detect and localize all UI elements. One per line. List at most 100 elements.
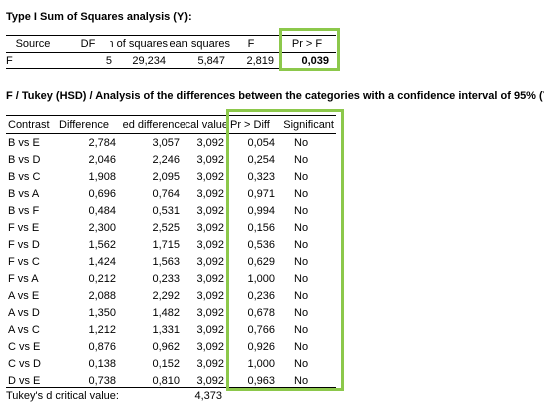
tukey-cell-contrast: F vs A	[8, 273, 39, 285]
tukey-cell-prdiff: 0,678	[247, 307, 275, 319]
tukey-cell-std-diff: 1,563	[152, 256, 180, 268]
tukey-cell-difference: 1,424	[88, 256, 116, 268]
tukey-pvalue-highlight	[226, 109, 344, 391]
tukey-cell-std-diff: 0,764	[152, 188, 180, 200]
tukey-cell-std-diff: 2,095	[152, 171, 180, 183]
tukey-cell-prdiff: 0,629	[247, 256, 275, 268]
tukey-cell-difference: 1,908	[88, 171, 116, 183]
anova-row-ss: 29,234	[132, 55, 166, 67]
tukey-cell-std-diff: 2,525	[152, 222, 180, 234]
tukey-cell-contrast: F vs E	[8, 222, 40, 234]
tukey-header-rule	[6, 133, 336, 134]
tukey-cell-difference: 2,784	[88, 137, 116, 149]
anova-pvalue-highlight	[279, 28, 340, 71]
tukey-cell-significant: No	[294, 358, 309, 370]
tukey-cell-contrast: A vs C	[8, 324, 40, 336]
tukey-cell-prdiff: 0,054	[247, 137, 275, 149]
anova-header-ms: Mean squares	[170, 38, 230, 50]
tukey-header-difference: Difference	[59, 119, 109, 131]
tukey-cell-difference: 2,088	[88, 290, 116, 302]
tukey-cell-contrast: F vs D	[8, 239, 40, 251]
tukey-cell-significant: No	[294, 137, 309, 149]
tukey-bottom-rule	[6, 387, 336, 388]
tukey-cell-contrast: B vs C	[8, 171, 41, 183]
anova-row-prf: 0,039	[301, 55, 329, 67]
tukey-header-critical: Critical value	[186, 119, 228, 131]
tukey-cell-difference: 1,350	[88, 307, 116, 319]
tukey-cell-significant: No	[294, 222, 309, 234]
tukey-cell-significant: No	[294, 341, 309, 353]
anova-header-rule	[6, 52, 336, 53]
tukey-cell-prdiff: 0,254	[247, 154, 275, 166]
tukey-header-significant: Significant	[283, 119, 334, 131]
tukey-cell-critical: 3,092	[196, 324, 224, 336]
tukey-cell-difference: 0,696	[88, 188, 116, 200]
tukey-cell-contrast: B vs A	[8, 188, 40, 200]
tukey-cell-critical: 3,092	[196, 205, 224, 217]
anova-row-f: 2,819	[246, 55, 274, 67]
tukey-cell-significant: No	[294, 239, 309, 251]
tukey-cell-contrast: F vs C	[8, 256, 40, 268]
tukey-cell-contrast: B vs D	[8, 154, 41, 166]
tukey-cell-difference: 0,484	[88, 205, 116, 217]
anova-title: Type I Sum of Squares analysis (Y):	[6, 11, 192, 23]
tukey-cell-std-diff: 2,292	[152, 290, 180, 302]
tukey-cell-std-diff: 1,715	[152, 239, 180, 251]
tukey-cell-difference: 0,212	[88, 273, 116, 285]
anova-header-source: Source	[15, 38, 51, 50]
tukey-cell-prdiff: 0,926	[247, 341, 275, 353]
tukey-cell-prdiff: 0,963	[247, 375, 275, 387]
tukey-cell-critical: 3,092	[196, 307, 224, 319]
tukey-cell-critical: 3,092	[196, 171, 224, 183]
tukey-cell-difference: 2,300	[88, 222, 116, 234]
tukey-cell-critical: 3,092	[196, 239, 224, 251]
tukey-cell-significant: No	[294, 205, 309, 217]
tukey-cell-difference: 1,212	[88, 324, 116, 336]
tukey-cell-prdiff: 0,766	[247, 324, 275, 336]
tukey-cell-std-diff: 0,531	[152, 205, 180, 217]
tukey-cell-prdiff: 1,000	[247, 358, 275, 370]
tukey-cell-std-diff: 1,331	[152, 324, 180, 336]
anova-row-ms: 5,847	[197, 55, 225, 67]
tukey-top-rule	[6, 115, 336, 116]
tukey-cell-std-diff: 1,482	[152, 307, 180, 319]
tukey-cell-contrast: C vs E	[8, 341, 41, 353]
anova-header-f: F	[247, 38, 255, 50]
tukey-header-contrast: Contrast	[8, 119, 50, 131]
tukey-cell-critical: 3,092	[196, 256, 224, 268]
tukey-cell-std-diff: 2,246	[152, 154, 180, 166]
tukey-cell-prdiff: 0,994	[247, 205, 275, 217]
tukey-cell-critical: 3,092	[196, 358, 224, 370]
tukey-cell-critical: 3,092	[196, 341, 224, 353]
tukey-cell-significant: No	[294, 375, 309, 387]
anova-bottom-rule	[6, 68, 336, 69]
tukey-cell-significant: No	[294, 256, 309, 268]
tukey-cell-significant: No	[294, 154, 309, 166]
tukey-cell-critical: 3,092	[196, 154, 224, 166]
tukey-cell-contrast: D vs E	[8, 375, 41, 387]
tukey-cell-significant: No	[294, 273, 309, 285]
anova-top-rule	[6, 35, 336, 36]
tukey-footer-value: 4,373	[194, 390, 222, 402]
tukey-cell-contrast: A vs D	[8, 307, 40, 319]
anova-header-df: DF	[80, 38, 96, 50]
tukey-cell-significant: No	[294, 290, 309, 302]
anova-row-source: F	[6, 55, 13, 67]
tukey-cell-prdiff: 0,156	[247, 222, 275, 234]
tukey-cell-significant: No	[294, 188, 309, 200]
tukey-cell-contrast: C vs D	[8, 358, 41, 370]
tukey-cell-std-diff: 0,152	[152, 358, 180, 370]
tukey-cell-prdiff: 0,323	[247, 171, 275, 183]
tukey-cell-significant: No	[294, 307, 309, 319]
tukey-cell-prdiff: 0,236	[247, 290, 275, 302]
tukey-header-prdiff: Pr > Diff	[230, 119, 270, 131]
tukey-cell-critical: 3,092	[196, 188, 224, 200]
tukey-cell-critical: 3,092	[196, 137, 224, 149]
tukey-cell-critical: 3,092	[196, 375, 224, 387]
tukey-cell-contrast: B vs E	[8, 137, 40, 149]
anova-row-df: 5	[105, 55, 112, 67]
tukey-cell-prdiff: 0,971	[247, 188, 275, 200]
tukey-cell-critical: 3,092	[196, 273, 224, 285]
anova-header-ss: Sum of squares	[110, 38, 168, 50]
tukey-cell-contrast: A vs E	[8, 290, 40, 302]
